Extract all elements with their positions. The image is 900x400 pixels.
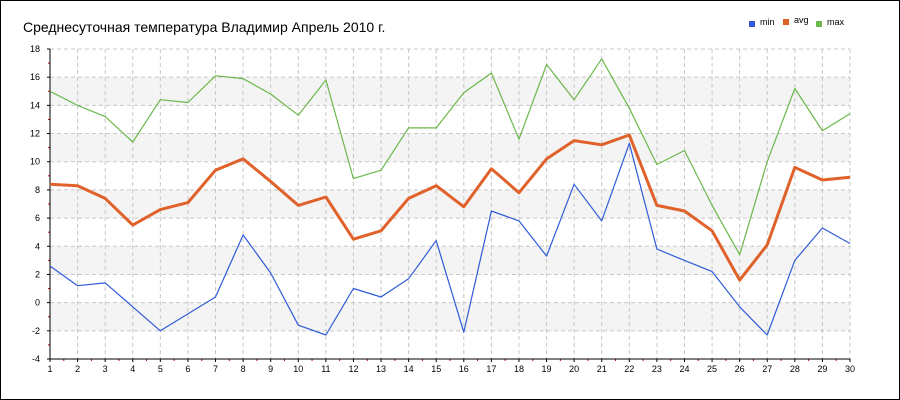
y-tick-label: 16 bbox=[30, 72, 40, 82]
y-tick-label: -4 bbox=[32, 354, 40, 364]
series-line-avg bbox=[49, 133, 851, 282]
y-tick-label: 2 bbox=[35, 269, 40, 279]
grid-band bbox=[50, 246, 850, 275]
series-line-min bbox=[49, 142, 851, 336]
y-tick-label: 0 bbox=[35, 298, 40, 308]
x-tick-label: 16 bbox=[459, 364, 469, 374]
x-tick-label: 14 bbox=[404, 364, 414, 374]
x-tick-label: 26 bbox=[735, 364, 745, 374]
legend-label-min: min bbox=[760, 17, 775, 27]
x-tick-label: 1 bbox=[47, 364, 52, 374]
x-tick-label: 5 bbox=[158, 364, 163, 374]
y-tick-label: 4 bbox=[35, 241, 40, 251]
x-tick-label: 8 bbox=[241, 364, 246, 374]
x-tick-label: 11 bbox=[321, 364, 330, 374]
y-tick-label: 10 bbox=[30, 157, 40, 167]
x-tick-label: 21 bbox=[597, 364, 607, 374]
x-tick-label: 19 bbox=[542, 364, 552, 374]
legend-swatch-min bbox=[749, 21, 755, 27]
y-tick-label: 8 bbox=[35, 185, 40, 195]
legend-swatch-max bbox=[816, 21, 822, 27]
x-tick-label: 28 bbox=[790, 364, 800, 374]
x-tick-label: 3 bbox=[103, 364, 108, 374]
x-tick-label: 13 bbox=[376, 364, 386, 374]
x-tick-label: 18 bbox=[514, 364, 524, 374]
x-tick-label: 24 bbox=[679, 364, 689, 374]
y-tick-label: 12 bbox=[30, 129, 40, 139]
x-tick-label: 29 bbox=[817, 364, 827, 374]
x-tick-label: 20 bbox=[569, 364, 579, 374]
x-tick-label: 7 bbox=[213, 364, 218, 374]
x-tick-label: 27 bbox=[762, 364, 772, 374]
x-tick-label: 23 bbox=[652, 364, 662, 374]
x-tick-label: 9 bbox=[268, 364, 273, 374]
chart-title: Среднесуточная температура Владимир Апре… bbox=[23, 19, 386, 35]
legend-swatch-avg bbox=[783, 19, 789, 25]
grid-band bbox=[50, 302, 850, 331]
x-tick-label: 17 bbox=[486, 364, 496, 374]
series-line-max bbox=[49, 58, 851, 256]
grid-band bbox=[50, 189, 850, 219]
x-tick-label: 4 bbox=[130, 364, 135, 374]
grid-band bbox=[50, 77, 850, 106]
y-tick-label: 14 bbox=[30, 100, 40, 110]
x-tick-label: 2 bbox=[75, 364, 80, 374]
y-tick-label: 6 bbox=[35, 213, 40, 223]
x-tick-label: 12 bbox=[348, 364, 358, 374]
grid-band bbox=[50, 133, 850, 162]
x-tick-label: 22 bbox=[624, 364, 634, 374]
y-tick-label: 18 bbox=[30, 44, 40, 54]
legend-label-max: max bbox=[827, 17, 845, 27]
x-tick-label: 25 bbox=[707, 364, 717, 374]
x-tick-label: 6 bbox=[185, 364, 190, 374]
y-tick-label: -2 bbox=[32, 326, 40, 336]
x-tick-label: 30 bbox=[845, 364, 855, 374]
x-tick-label: 10 bbox=[293, 364, 303, 374]
x-tick-label: 15 bbox=[431, 364, 441, 374]
legend-label-avg: avg bbox=[794, 15, 809, 25]
